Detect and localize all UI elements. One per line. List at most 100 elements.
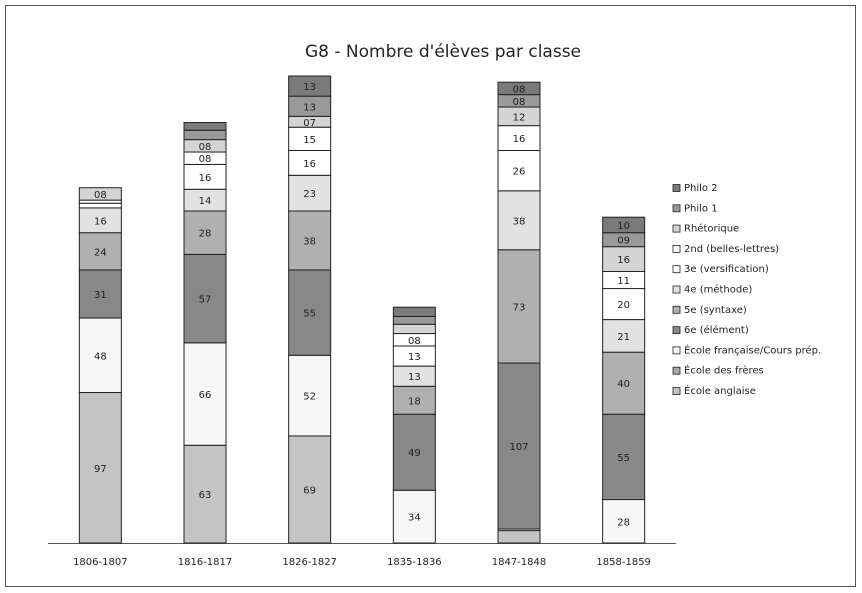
bar-segment: [392, 306, 436, 317]
data-label: 12: [513, 112, 526, 123]
bar-segment: [288, 149, 332, 176]
legend-swatch: [672, 244, 681, 253]
data-label: 31: [94, 290, 107, 301]
data-label: 38: [303, 236, 316, 247]
data-label: 08: [199, 154, 212, 165]
bar-segment: [497, 149, 541, 192]
data-label: 18: [408, 396, 421, 407]
legend-label: École française/Cours prép.: [684, 343, 821, 356]
data-label: 20: [617, 300, 630, 311]
bar-segment: [78, 269, 122, 319]
bar-segment: [288, 269, 332, 356]
x-tick-label: 1816-1817: [178, 557, 233, 568]
bar-segment: [602, 246, 646, 272]
bar-segment: [183, 210, 227, 255]
x-tick-label: 1858-1859: [596, 557, 651, 568]
data-label: 48: [94, 351, 107, 362]
bar-segment: [602, 216, 646, 234]
data-label: 38: [513, 216, 526, 227]
data-label: 15: [303, 135, 316, 146]
legend-swatch: [672, 285, 681, 294]
bar-segment: [497, 190, 541, 251]
legend-label: Philo 1: [684, 203, 718, 214]
data-label: 09: [617, 236, 630, 247]
data-label: 10: [617, 221, 630, 232]
legend-swatch: [672, 265, 681, 274]
bar-segment: [183, 129, 227, 141]
data-label: 63: [199, 490, 212, 501]
data-label: 13: [303, 82, 316, 93]
data-label: 55: [617, 453, 630, 464]
data-label: 69: [303, 485, 316, 496]
legend-label: École des frères: [684, 364, 764, 377]
legend-swatch: [672, 224, 681, 233]
bar-segment: [392, 385, 436, 415]
bar-segment: [78, 392, 122, 544]
data-label: 08: [513, 84, 526, 95]
bar-segment: [392, 315, 436, 325]
chart-title: G8 - Nombre d'élèves par classe: [305, 42, 581, 62]
x-tick-label: 1826-1827: [282, 557, 337, 568]
data-label: 21: [617, 332, 630, 343]
legend-label: Rhétorique: [684, 223, 739, 235]
bar-segment: [497, 530, 541, 544]
data-label: 08: [408, 336, 421, 347]
data-label: 97: [94, 464, 107, 475]
bar-segment: [497, 249, 541, 364]
bar-segment: [392, 323, 436, 335]
bar-segment: [602, 499, 646, 544]
bar-segment: [288, 435, 332, 544]
bar-segment: [392, 413, 436, 491]
data-label: 13: [408, 352, 421, 363]
data-label: 14: [199, 196, 212, 207]
bar-segment: [288, 354, 332, 437]
data-label: 13: [303, 102, 316, 113]
data-label: 57: [199, 295, 212, 306]
bar-segment: [497, 125, 541, 151]
bar-segment: [602, 351, 646, 415]
data-label: 08: [199, 142, 212, 153]
data-label: 16: [303, 159, 316, 170]
bar-segment: [78, 207, 122, 234]
data-label: 28: [617, 517, 630, 528]
legend-swatch: [672, 387, 681, 395]
legend-label: 4e (méthode): [684, 284, 752, 296]
legend-swatch: [672, 366, 681, 375]
bar-segment: [78, 187, 122, 201]
legend-label: 6e (élément): [684, 324, 749, 336]
data-label: 16: [513, 134, 526, 145]
data-label: 55: [303, 309, 316, 320]
data-label: 16: [94, 216, 107, 227]
bar-segment: [288, 210, 332, 271]
x-tick-label: 1835-1836: [387, 557, 442, 568]
legend-swatch: [672, 184, 681, 192]
data-label: 13: [408, 372, 421, 383]
data-label: 07: [303, 118, 316, 129]
data-label: 40: [617, 379, 630, 390]
legend-label: 3e (versification): [684, 264, 769, 275]
data-label: 73: [513, 302, 526, 313]
legend-label: 5e (syntaxe): [684, 305, 747, 316]
data-label: 11: [617, 276, 630, 287]
data-label: 23: [303, 189, 316, 200]
bar-segment: [78, 202, 122, 209]
bar-segment: [288, 75, 332, 97]
data-label: 66: [199, 390, 212, 401]
bar-segment: [183, 163, 227, 190]
legend-swatch: [672, 326, 681, 335]
data-label: 107: [509, 442, 528, 453]
legend-label: Philo 2: [684, 183, 718, 194]
bar-segment: [602, 319, 646, 353]
legend-swatch: [672, 346, 681, 355]
data-label: 28: [199, 229, 212, 240]
x-tick-label: 1806-1807: [73, 557, 128, 568]
bar-segment: [183, 253, 227, 344]
x-tick-label: 1847-1848: [492, 557, 547, 568]
data-label: 34: [408, 513, 421, 524]
data-label: 08: [94, 190, 107, 201]
data-label: 26: [513, 167, 526, 178]
bar-segment: [183, 444, 227, 544]
data-label: 49: [408, 448, 421, 459]
bar-segment: [183, 122, 227, 131]
